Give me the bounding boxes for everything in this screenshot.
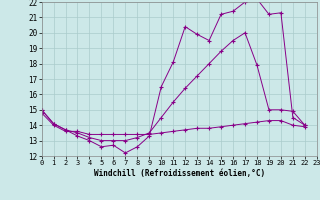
X-axis label: Windchill (Refroidissement éolien,°C): Windchill (Refroidissement éolien,°C) [94, 169, 265, 178]
